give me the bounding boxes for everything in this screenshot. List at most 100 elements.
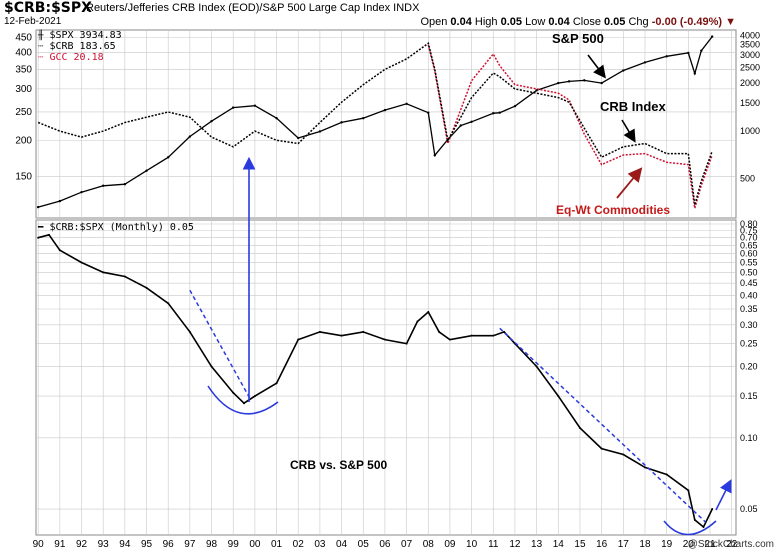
open-value: 0.04 — [450, 16, 472, 28]
lower-panel-frame — [35, 219, 737, 536]
annotation-crb-vs-sp500: CRB vs. S&P 500 — [290, 458, 388, 472]
close-label: Close — [572, 16, 601, 28]
annotation-eq-wt: Eq-Wt Commodities — [556, 203, 670, 217]
chg-value: -0.00 (-0.49%) — [651, 16, 723, 28]
series-spx-line — [38, 36, 713, 208]
spx-point — [188, 135, 192, 138]
legend-ratio: ━ $CRB:$SPX (Monthly) 0.05 — [38, 222, 194, 233]
x-tick-label: 98 — [206, 539, 218, 550]
spx-point — [643, 61, 647, 64]
spx-point — [513, 104, 517, 108]
series-ratio-line — [37, 233, 713, 529]
left-tick-label: 450 — [15, 33, 32, 44]
x-tick-label: 90 — [33, 539, 45, 550]
x-tick-label: 20 — [683, 539, 695, 550]
x-tick-label: 99 — [228, 539, 240, 550]
x-tick-label: 09 — [444, 539, 456, 550]
left-tick-label: 300 — [15, 84, 32, 95]
ratio-tick-label: 0.30 — [740, 320, 758, 330]
spx-point — [405, 102, 408, 106]
ratio-point — [438, 330, 441, 333]
x-tick-label: 04 — [336, 539, 348, 550]
ratio-point — [470, 334, 473, 337]
ratio-point — [80, 261, 83, 264]
ratio-point — [702, 525, 705, 528]
low-label: Low — [525, 16, 546, 28]
x-tick-label: 21 — [704, 539, 716, 550]
spx-point — [567, 80, 571, 83]
high-label: High — [474, 16, 498, 28]
x-tick-label: 11 — [488, 539, 499, 550]
spx-point — [36, 205, 40, 209]
legend-gcc-swatch-icon: ┄ — [38, 53, 44, 63]
ratio-point — [503, 330, 506, 333]
right-tick-label: 2500 — [740, 63, 760, 73]
x-tick-label: 96 — [163, 539, 175, 550]
x-tick-label: 05 — [358, 539, 370, 550]
spx-point — [210, 119, 213, 123]
ratio-point — [188, 330, 191, 333]
legend-crb: ┄ $CRB 183.65 — [38, 41, 116, 52]
spx-point — [557, 81, 560, 85]
ratio-point — [37, 236, 40, 239]
ratio-point — [275, 382, 278, 385]
x-tick-label: 97 — [184, 539, 196, 550]
spx-point — [166, 156, 170, 159]
upper-panel-frame — [35, 29, 737, 219]
spx-point — [123, 183, 127, 186]
annotation-sp500: S&P 500 — [552, 31, 604, 46]
x-tick-label: 12 — [509, 539, 521, 550]
spx-point — [693, 72, 697, 75]
quote-line: Open 0.04 High 0.05 Low 0.04 Close 0.05 … — [420, 16, 736, 28]
spx-point — [318, 130, 322, 133]
spx-point — [498, 111, 501, 114]
ratio-point — [622, 453, 625, 456]
ratio-point — [362, 330, 365, 333]
ratio-tick-label: 0.55 — [740, 258, 758, 268]
ratio-point — [687, 489, 690, 492]
ratio-point — [535, 365, 538, 368]
x-tick-label: 01 — [271, 539, 283, 550]
spx-point — [58, 199, 62, 203]
legend-ratio-label: $CRB:$SPX (Monthly) 0.05 — [49, 222, 194, 233]
legend-crb-swatch-icon: ┄ — [38, 42, 44, 52]
spx-point — [535, 89, 538, 92]
legend-gcc-label: GCC 20.18 — [49, 52, 104, 63]
spx-point — [253, 104, 257, 107]
bottom-arc-2000 — [207, 385, 279, 415]
x-tick-label: 22 — [726, 539, 738, 550]
ratio-point — [210, 365, 213, 368]
ratio-tick-label: 0.80 — [740, 219, 758, 229]
x-tick-label: 10 — [466, 539, 478, 550]
ratio-point — [318, 330, 321, 333]
spx-point — [145, 169, 148, 172]
spx-point — [232, 106, 235, 109]
chart-date: 12-Feb-2021 — [4, 16, 62, 27]
x-tick-label: 07 — [401, 539, 413, 550]
ratio-point — [102, 271, 105, 274]
x-tick-label: 14 — [553, 539, 565, 550]
ratio-tick-label: 0.15 — [740, 391, 758, 401]
arrow-eq-wt — [616, 167, 643, 199]
x-tick-label: 18 — [639, 539, 651, 550]
spx-point — [433, 154, 436, 157]
spx-point — [470, 120, 473, 123]
spx-point — [101, 184, 105, 187]
ratio-tick-label: 0.65 — [740, 240, 758, 250]
ratio-point — [665, 473, 668, 476]
right-tick-label: 500 — [740, 174, 755, 184]
left-tick-label: 350 — [15, 64, 32, 75]
x-tick-label: 95 — [141, 539, 153, 550]
spx-point — [275, 117, 278, 120]
legend-spx-swatch-icon: ╫ — [38, 31, 44, 41]
close-value: 0.05 — [604, 16, 626, 28]
ratio-tick-label: 0.40 — [740, 290, 758, 300]
ratio-point — [427, 310, 430, 313]
x-tick-label: 15 — [574, 539, 586, 550]
spx-point — [700, 49, 703, 52]
ratio-tick-label: 0.25 — [740, 339, 758, 349]
ratio-point — [383, 338, 386, 341]
ratio-point — [578, 426, 581, 429]
right-tick-label: 1000 — [740, 126, 760, 136]
